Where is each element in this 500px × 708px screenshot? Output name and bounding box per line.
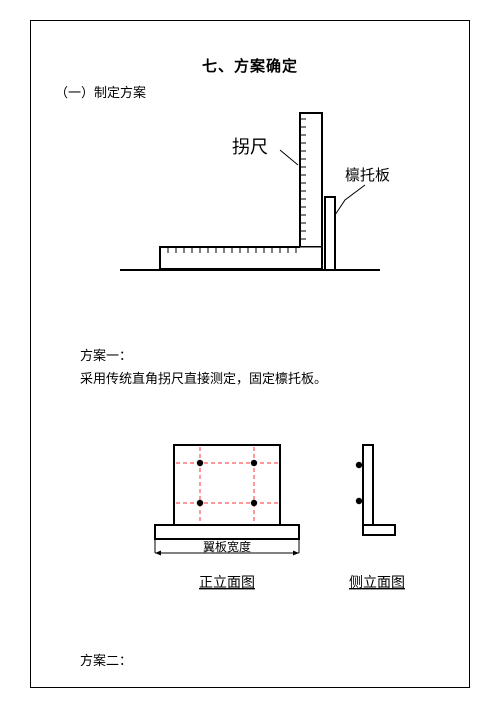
plan1-label: 方案一： bbox=[80, 345, 132, 364]
page-title: 七、方案确定 bbox=[0, 55, 500, 76]
diagram-elevations: 翼板宽度正立面图 侧立面图 bbox=[120, 420, 420, 600]
plan2-label: 方案二： bbox=[80, 650, 132, 669]
section-heading-1: （一）制定方案 bbox=[55, 82, 146, 101]
label-front-view: 正立面图 bbox=[199, 575, 255, 591]
label-ruler: 拐尺 bbox=[232, 137, 268, 157]
label-width: 翼板宽度 bbox=[203, 539, 251, 554]
plan1-desc: 采用传统直角拐尺直接测定，固定檩托板。 bbox=[80, 368, 327, 387]
label-plate: 檩托板 bbox=[345, 166, 390, 184]
label-side-view: 侧立面图 bbox=[349, 575, 405, 591]
diagram-ruler: 拐尺檩托板 bbox=[120, 105, 400, 285]
page: 七、方案确定 （一）制定方案 拐尺檩托板 方案一： 采用传统直角拐尺直接测定，固… bbox=[0, 0, 500, 708]
